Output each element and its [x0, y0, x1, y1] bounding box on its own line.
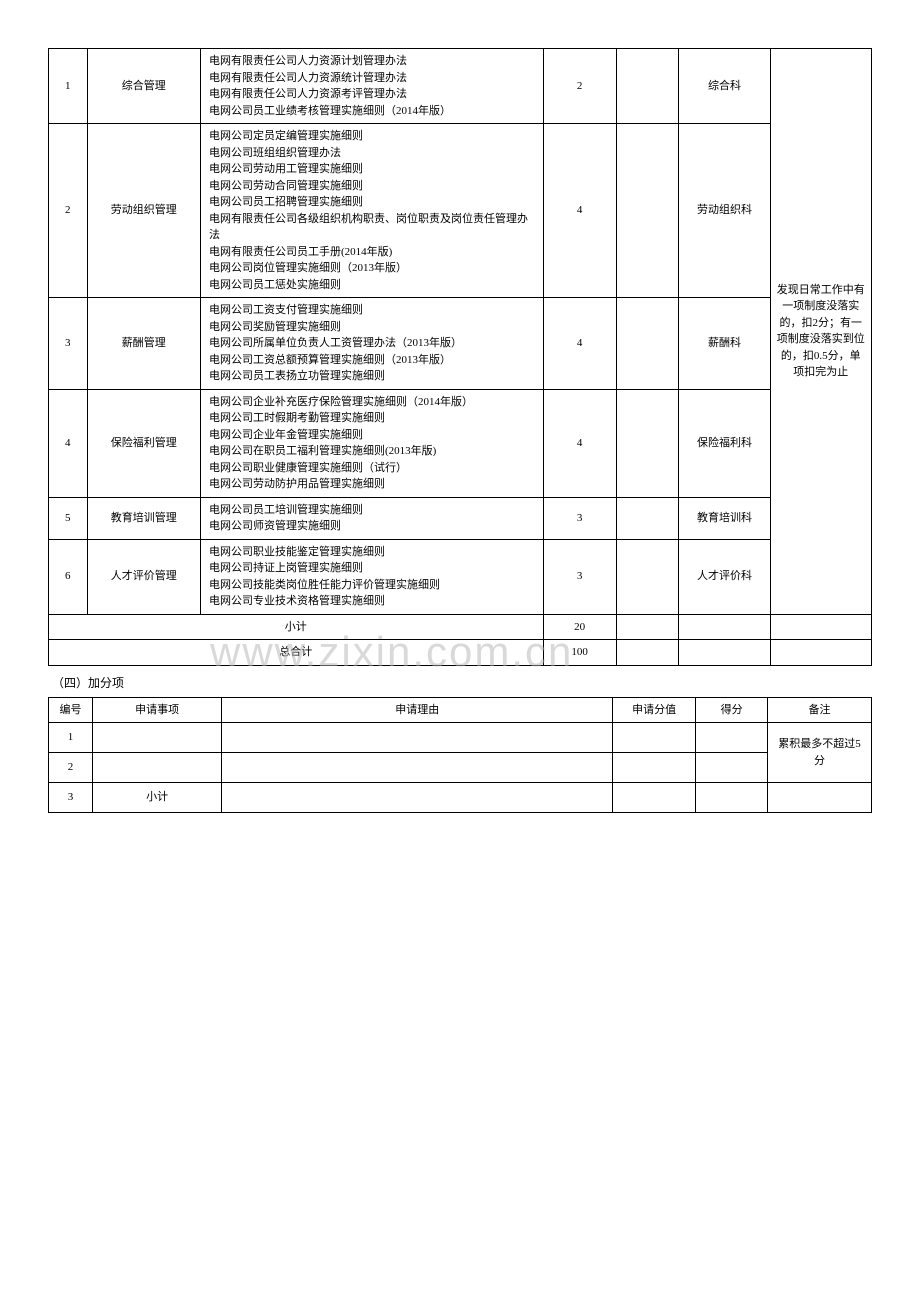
bonus-header-row: 编号申请事项申请理由申请分值得分备注 — [49, 697, 872, 723]
bonus-row: 3小计 — [49, 783, 872, 813]
bonus-row: 2 — [49, 753, 872, 783]
row-description: 电网公司职业技能鉴定管理实施细则电网公司持证上岗管理实施细则电网公司技能类岗位胜… — [201, 539, 544, 614]
bonus-header-remark: 备注 — [767, 697, 871, 723]
row-category: 劳动组织管理 — [87, 124, 201, 298]
bonus-row-reqscore — [613, 723, 696, 753]
row-number: 3 — [49, 298, 88, 390]
row-number: 4 — [49, 389, 88, 497]
row-description: 电网有限责任公司人力资源计划管理办法电网有限责任公司人力资源统计管理办法电网有限… — [201, 49, 544, 124]
bonus-table: 编号申请事项申请理由申请分值得分备注1累积最多不超过5分23小计 — [48, 697, 872, 814]
bonus-header-item: 申请事项 — [92, 697, 221, 723]
grandtotal-row: 总合计100 — [49, 640, 872, 666]
row-department: 综合科 — [679, 49, 770, 124]
subtotal-row: 小计20 — [49, 614, 872, 640]
bonus-row-reason — [222, 753, 613, 783]
grandtotal-score: 100 — [543, 640, 616, 666]
row-number: 2 — [49, 124, 88, 298]
row-category: 教育培训管理 — [87, 497, 201, 539]
bonus-row-reason — [222, 783, 613, 813]
row-actual-score — [616, 539, 679, 614]
bonus-row-item — [92, 723, 221, 753]
row-department: 保险福利科 — [679, 389, 770, 497]
row-score: 4 — [543, 389, 616, 497]
row-number: 1 — [49, 49, 88, 124]
row-score: 3 — [543, 497, 616, 539]
bonus-row-number: 3 — [49, 783, 93, 813]
table-row: 3薪酬管理电网公司工资支付管理实施细则电网公司奖励管理实施细则电网公司所属单位负… — [49, 298, 872, 390]
row-category: 人才评价管理 — [87, 539, 201, 614]
bonus-section-title: （四）加分项 — [48, 666, 872, 697]
bonus-header-num: 编号 — [49, 697, 93, 723]
bonus-row-score — [696, 723, 768, 753]
bonus-row-score — [696, 783, 768, 813]
bonus-row-number: 1 — [49, 723, 93, 753]
row-category: 保险福利管理 — [87, 389, 201, 497]
subtotal-label: 小计 — [49, 614, 544, 640]
row-category: 综合管理 — [87, 49, 201, 124]
row-score: 4 — [543, 124, 616, 298]
row-department: 薪酬科 — [679, 298, 770, 390]
bonus-row-item: 小计 — [92, 783, 221, 813]
row-description: 电网公司企业补充医疗保险管理实施细则（2014年版）电网公司工时假期考勤管理实施… — [201, 389, 544, 497]
row-actual-score — [616, 497, 679, 539]
row-department: 教育培训科 — [679, 497, 770, 539]
row-category: 薪酬管理 — [87, 298, 201, 390]
row-description: 电网公司工资支付管理实施细则电网公司奖励管理实施细则电网公司所属单位负责人工资管… — [201, 298, 544, 390]
bonus-header-reqscore: 申请分值 — [613, 697, 696, 723]
note-cell: 发现日常工作中有一项制度没落实的，扣2分；有一项制度没落实到位的，扣0.5分，单… — [770, 49, 871, 615]
row-score: 4 — [543, 298, 616, 390]
table-row: 2劳动组织管理电网公司定员定编管理实施细则电网公司班组组织管理办法电网公司劳动用… — [49, 124, 872, 298]
bonus-header-score: 得分 — [696, 697, 768, 723]
bonus-row: 1累积最多不超过5分 — [49, 723, 872, 753]
main-table: 1综合管理电网有限责任公司人力资源计划管理办法电网有限责任公司人力资源统计管理办… — [48, 48, 872, 666]
row-score: 2 — [543, 49, 616, 124]
row-department: 人才评价科 — [679, 539, 770, 614]
row-actual-score — [616, 49, 679, 124]
grandtotal-label: 总合计 — [49, 640, 544, 666]
row-actual-score — [616, 389, 679, 497]
row-number: 6 — [49, 539, 88, 614]
bonus-remark: 累积最多不超过5分 — [767, 723, 871, 783]
bonus-row-reqscore — [613, 753, 696, 783]
bonus-row-score — [696, 753, 768, 783]
row-actual-score — [616, 124, 679, 298]
bonus-row-item — [92, 753, 221, 783]
bonus-row-reqscore — [613, 783, 696, 813]
row-description: 电网公司员工培训管理实施细则电网公司师资管理实施细则 — [201, 497, 544, 539]
table-row: 1综合管理电网有限责任公司人力资源计划管理办法电网有限责任公司人力资源统计管理办… — [49, 49, 872, 124]
row-department: 劳动组织科 — [679, 124, 770, 298]
row-description: 电网公司定员定编管理实施细则电网公司班组组织管理办法电网公司劳动用工管理实施细则… — [201, 124, 544, 298]
table-row: 6人才评价管理电网公司职业技能鉴定管理实施细则电网公司持证上岗管理实施细则电网公… — [49, 539, 872, 614]
row-score: 3 — [543, 539, 616, 614]
bonus-header-reason: 申请理由 — [222, 697, 613, 723]
table-row: 4保险福利管理电网公司企业补充医疗保险管理实施细则（2014年版）电网公司工时假… — [49, 389, 872, 497]
bonus-remark-empty — [767, 783, 871, 813]
bonus-row-number: 2 — [49, 753, 93, 783]
row-actual-score — [616, 298, 679, 390]
subtotal-score: 20 — [543, 614, 616, 640]
row-number: 5 — [49, 497, 88, 539]
table-row: 5教育培训管理电网公司员工培训管理实施细则电网公司师资管理实施细则3 教育培训科 — [49, 497, 872, 539]
bonus-row-reason — [222, 723, 613, 753]
